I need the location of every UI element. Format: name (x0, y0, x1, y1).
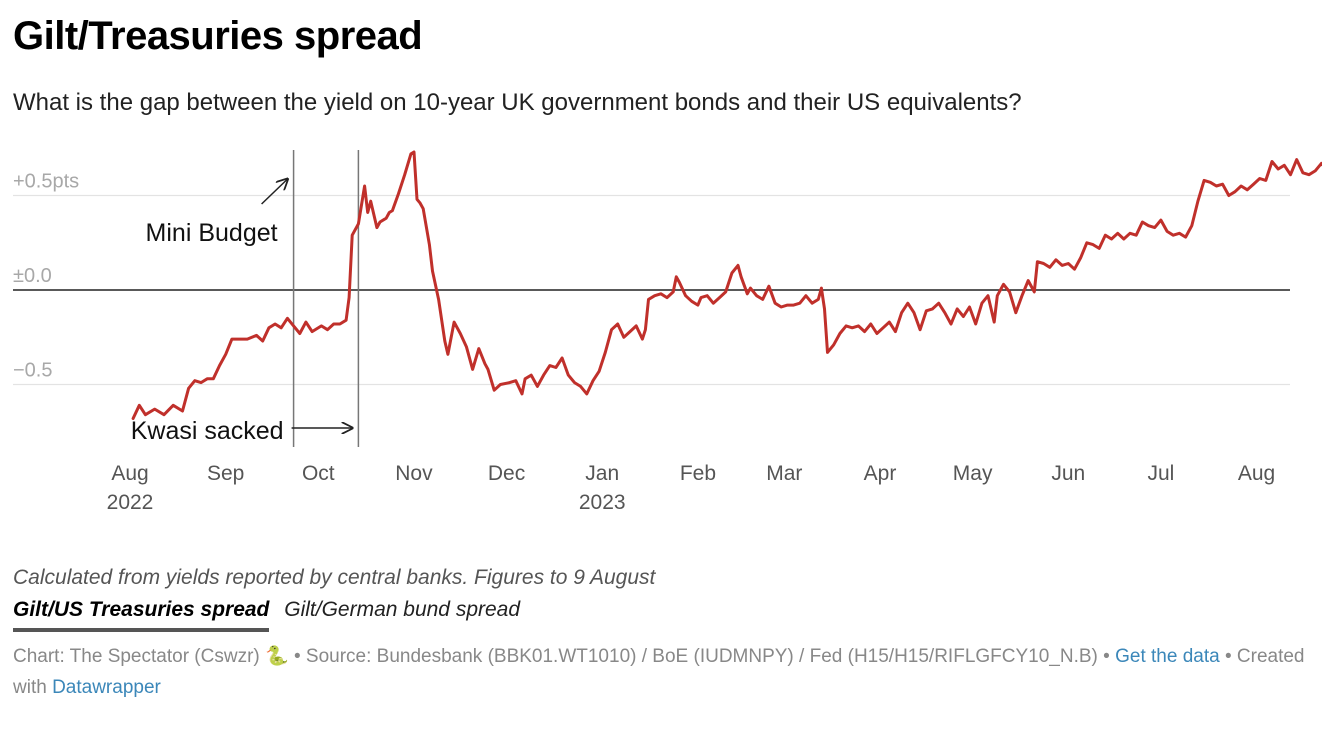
get-the-data-link[interactable]: Get the data (1115, 646, 1220, 667)
annotation-lines (292, 150, 360, 447)
chart-footer: Chart: The Spectator (Cswzr) 🐍 • Source:… (13, 641, 1313, 703)
chart-credit: Chart: The Spectator (Cswzr) 🐍 (13, 646, 289, 667)
y-tick-label: +0.5pts (13, 171, 79, 193)
annotation-labels: Mini Budget Kwasi sacked (131, 179, 353, 445)
chart-title: Gilt/Treasuries spread (13, 14, 423, 58)
series-line (131, 150, 1322, 420)
y-axis-labels: +0.5pts ±0.0 −0.5 (13, 171, 79, 382)
x-tick-label: Jul (1147, 462, 1174, 485)
annotation-kwasi-sacked: Kwasi sacked (131, 417, 284, 445)
source-text: Source: Bundesbank (BBK01.WT1010) / BoE … (305, 646, 1098, 667)
separator: • (288, 646, 306, 667)
x-tick-label: Mar (766, 462, 802, 485)
created-with-text: Created with (13, 646, 1305, 698)
x-tick-label: Apr (864, 462, 897, 485)
tab-gilt-us-treasuries[interactable]: Gilt/US Treasuries spread (13, 598, 270, 632)
tab-gilt-german-bund[interactable]: Gilt/German bund spread (284, 598, 521, 621)
x-tick-label: Dec (488, 462, 525, 485)
y-tick-label: −0.5 (13, 360, 52, 382)
grid-lines (13, 194, 1290, 386)
series-layer (131, 150, 1322, 420)
x-axis-labels: Aug 2022 Sep Oct Nov Dec Jan 2023 Feb Mar Apr May Ju… (107, 462, 1276, 514)
x-tick-label: Sep (207, 462, 244, 485)
datawrapper-link[interactable]: Datawrapper (52, 677, 161, 698)
x-tick-year-label: 2022 (107, 491, 154, 514)
chart-area: +0.5pts ±0.0 −0.5 Aug 2022 Sep Oct Nov Dec Jan 20… (13, 150, 1322, 514)
x-tick-label: Feb (680, 462, 716, 485)
x-tick-label: May (953, 462, 993, 485)
annotation-mini-budget: Mini Budget (146, 219, 278, 247)
x-tick-year-label: 2023 (579, 491, 626, 514)
separator: • (1097, 646, 1116, 667)
x-tick-label: Aug (1238, 462, 1275, 485)
chart-note: Calculated from yields reported by centr… (13, 566, 656, 589)
x-tick-label: Oct (302, 462, 335, 485)
x-tick-label: Jan (585, 462, 619, 485)
mini-budget-arrow (261, 179, 288, 205)
separator: • (1219, 646, 1237, 667)
x-tick-label: Aug (111, 462, 148, 485)
x-tick-label: Nov (395, 462, 433, 485)
series-tabs: Gilt/US Treasuries spread Gilt/German bu… (13, 598, 529, 632)
x-tick-label: Jun (1051, 462, 1085, 485)
chart-subtitle: What is the gap between the yield on 10-… (13, 89, 1022, 116)
y-tick-label: ±0.0 (13, 265, 52, 287)
